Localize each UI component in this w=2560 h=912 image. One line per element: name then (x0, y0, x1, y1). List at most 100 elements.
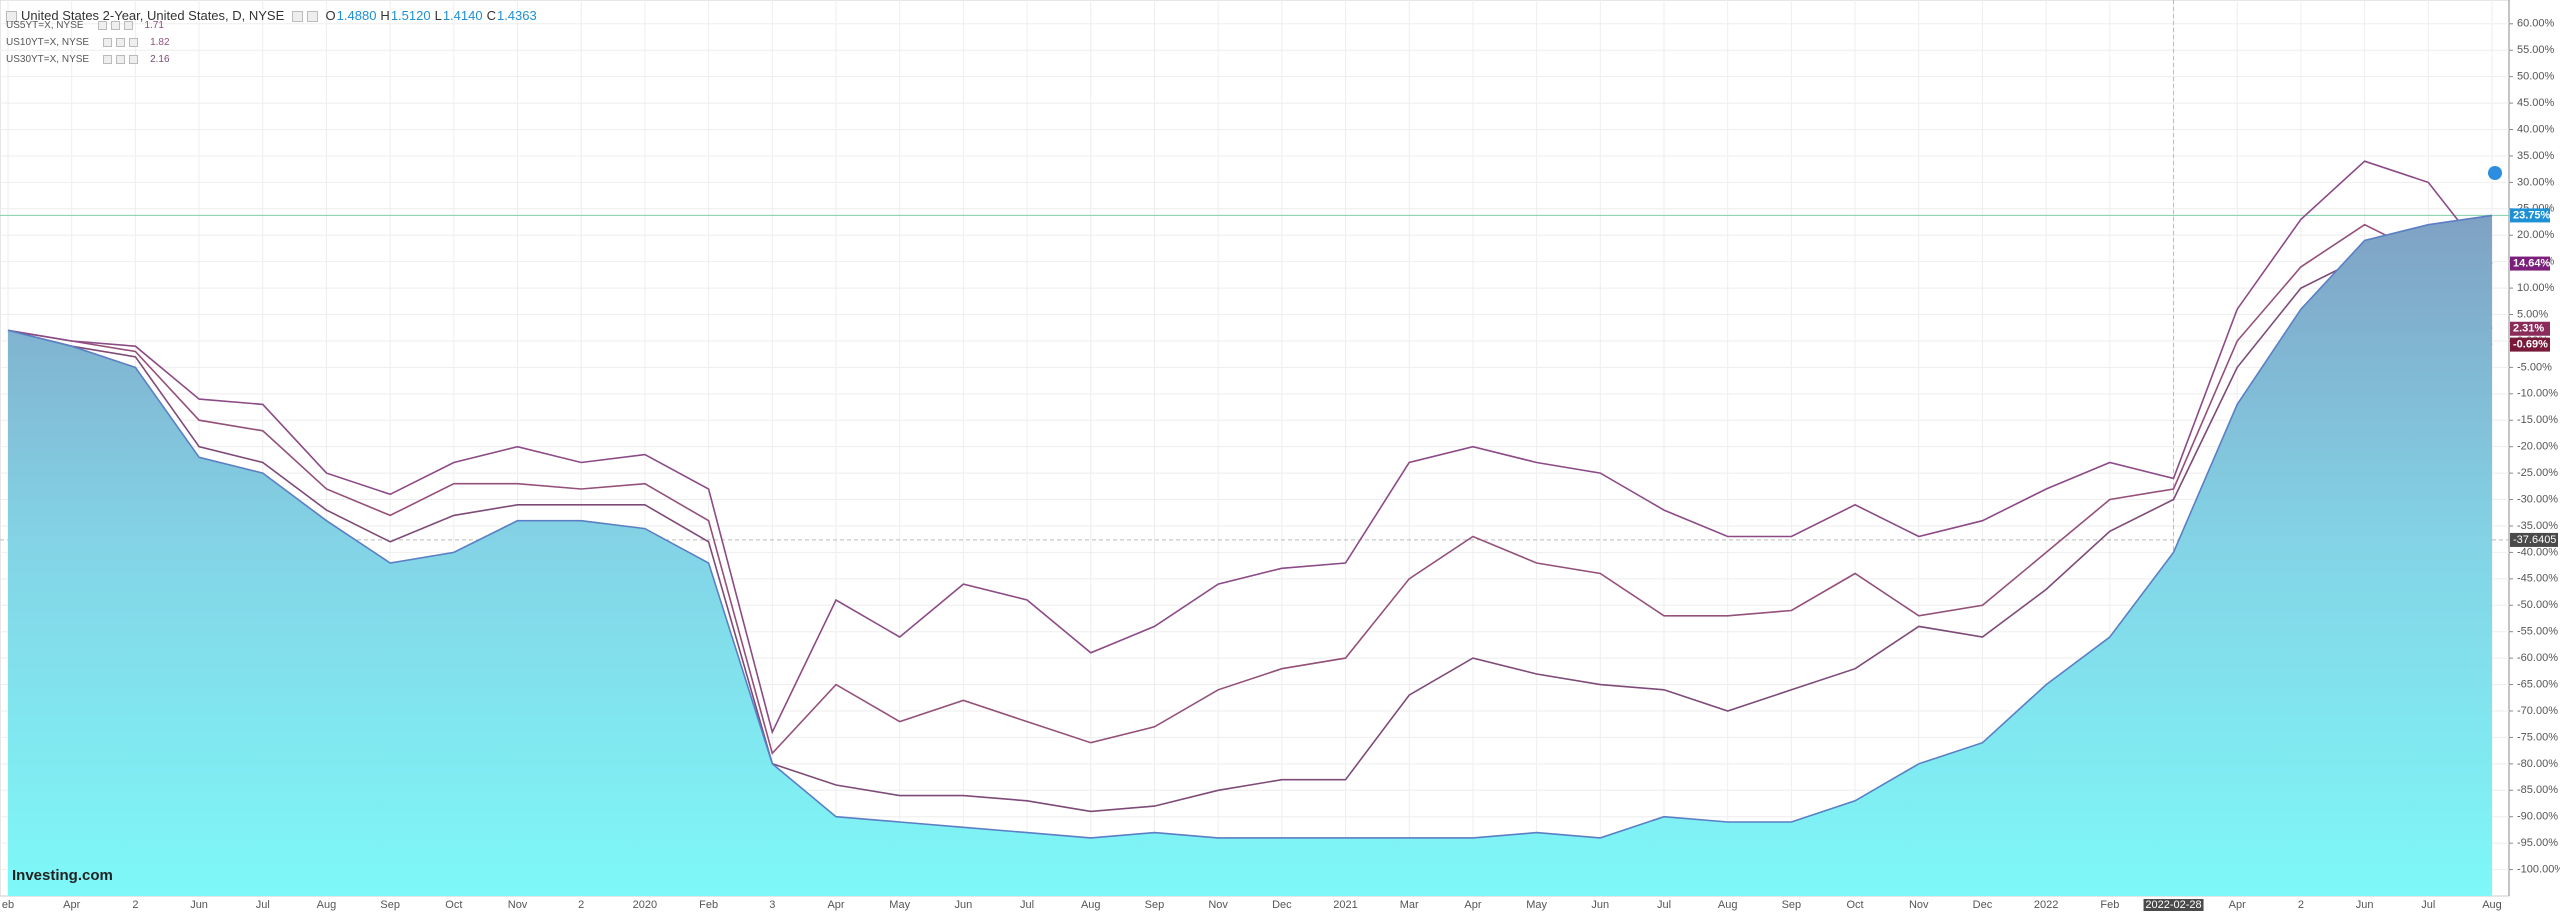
x-tick-label: Aug (1081, 899, 1101, 911)
x-tick-label: Jun (1591, 899, 1609, 911)
area (8, 215, 2492, 896)
x-tick-label: Jul (256, 899, 270, 911)
ohlc-name: L (434, 8, 442, 23)
collapse-icon[interactable] (6, 11, 17, 23)
legend-icon[interactable] (116, 37, 126, 47)
x-tick-label: Jun (955, 899, 973, 911)
x-tick-label: 2022-02-28 (2145, 899, 2201, 911)
y-tick-label: 20.00% (2517, 229, 2555, 241)
ohlc: O1.4880 H1.5120 L1.4140 C1.4363 (326, 8, 541, 23)
x-tick-label: Jul (1020, 899, 1034, 911)
x-tick-label: Dec (1973, 899, 1993, 911)
x-tick-label: Feb (2100, 899, 2119, 911)
value-badge (2510, 337, 2550, 352)
header: United States 2-Year, United States, D, … (6, 8, 545, 23)
legend-icon[interactable] (123, 20, 133, 30)
y-tick-label: -95.00% (2517, 837, 2558, 849)
legend-name: US5YT=X, NYSE (6, 20, 84, 31)
series-line (7, 255, 2493, 813)
x-tick-label: Nov (1909, 899, 1929, 911)
legend-icon[interactable] (110, 20, 120, 30)
legend-icon[interactable] (116, 54, 126, 64)
x-tick-label: Sep (380, 899, 400, 911)
y-tick-label: 30.00% (2517, 176, 2555, 188)
legend-icon[interactable] (97, 20, 107, 30)
y-tick-label: 10.00% (2517, 282, 2555, 294)
x-tick-label: 2020 (633, 899, 657, 911)
value-label: 2.31% (2513, 323, 2544, 335)
crosshair-label: -37.6405 (2513, 534, 2556, 546)
x-highlight (2143, 899, 2204, 911)
x-tick-label: Aug (317, 899, 337, 911)
y-tick-label: -40.00% (2517, 546, 2558, 558)
x-tick-label: 2022 (2034, 899, 2058, 911)
value-badge (2510, 256, 2550, 271)
x-tick-label: Apr (827, 899, 844, 911)
legend-row: US5YT=X, NYSE 1.71 (6, 20, 168, 31)
y-tick-label: -90.00% (2517, 811, 2558, 823)
x-tick-label: Oct (1847, 899, 1864, 911)
ohlc-name: C (486, 8, 496, 23)
value-label: -0.69% (2513, 339, 2548, 351)
y-tick-label: -85.00% (2517, 784, 2558, 796)
legend-icon[interactable] (129, 54, 139, 64)
x-tick-label: Jul (1657, 899, 1671, 911)
y-tick-label: -10.00% (2517, 388, 2558, 400)
y-tick-label: -20.00% (2517, 441, 2558, 453)
x-tick-label: Aug (1718, 899, 1738, 911)
value-label: 23.75% (2513, 209, 2551, 221)
x-tick-label: Nov (508, 899, 528, 911)
x-tick-label: Aug (2482, 899, 2502, 911)
y-tick-label: -45.00% (2517, 573, 2558, 585)
legend-icon[interactable] (103, 37, 113, 47)
legend-name: US30YT=X, NYSE (6, 54, 90, 65)
series-line (7, 223, 2493, 755)
value-label: 14.64% (2513, 257, 2551, 269)
x-tick-label: Jun (190, 899, 208, 911)
legend-value: 1.71 (144, 20, 164, 31)
ohlc-value: 1.4140 (442, 8, 483, 23)
y-tick-label: -60.00% (2517, 652, 2558, 664)
y-tick-label: -15.00% (2517, 414, 2558, 426)
x-tick-label: May (1526, 899, 1547, 911)
icon[interactable] (291, 11, 303, 23)
x-tick-label: Apr (2229, 899, 2246, 911)
y-tick-label: 55.00% (2517, 44, 2555, 56)
x-tick-label: Jun (2356, 899, 2374, 911)
x-tick-label: Sep (1145, 899, 1165, 911)
x-tick-label: 2021 (1333, 899, 1357, 911)
y-tick-label: 5.00% (2517, 308, 2548, 320)
x-tick-label: Jul (2421, 899, 2435, 911)
logo: Investing.com (12, 867, 113, 884)
ohlc-value: 1.4363 (496, 8, 537, 23)
x-tick-label: Apr (1464, 899, 1481, 911)
alert-marker[interactable] (2488, 166, 2502, 180)
legend-row: US10YT=X, NYSE 1.82 (6, 37, 174, 48)
y-tick-label: -5.00% (2517, 361, 2552, 373)
y-tick-label: -65.00% (2517, 678, 2558, 690)
legend-value: 2.16 (150, 54, 170, 65)
y-tick-label: -55.00% (2517, 626, 2558, 638)
x-tick-label: Oct (445, 899, 462, 911)
x-tick-label: Nov (1208, 899, 1228, 911)
legend-value: 1.82 (150, 37, 170, 48)
value-badge (2510, 208, 2550, 223)
ohlc-value: 1.5120 (390, 8, 431, 23)
crosshair-badge (2510, 532, 2558, 547)
x-tick-label: 2 (2298, 899, 2304, 911)
y-tick-label: 45.00% (2517, 97, 2555, 109)
y-tick-label: -35.00% (2517, 520, 2558, 532)
x-tick-label: 2 (132, 899, 138, 911)
y-tick-label: -70.00% (2517, 705, 2558, 717)
x-tick-label: May (889, 899, 910, 911)
legend-icon[interactable] (103, 54, 113, 64)
icon[interactable] (306, 11, 318, 23)
x-tick-label: Dec (1272, 899, 1292, 911)
ohlc-name: O (325, 8, 336, 23)
legend-icon[interactable] (129, 37, 139, 47)
x-tick-label: Sep (1782, 899, 1802, 911)
x-tick-label: 3 (769, 899, 775, 911)
x-tick-label: 2 (578, 899, 584, 911)
